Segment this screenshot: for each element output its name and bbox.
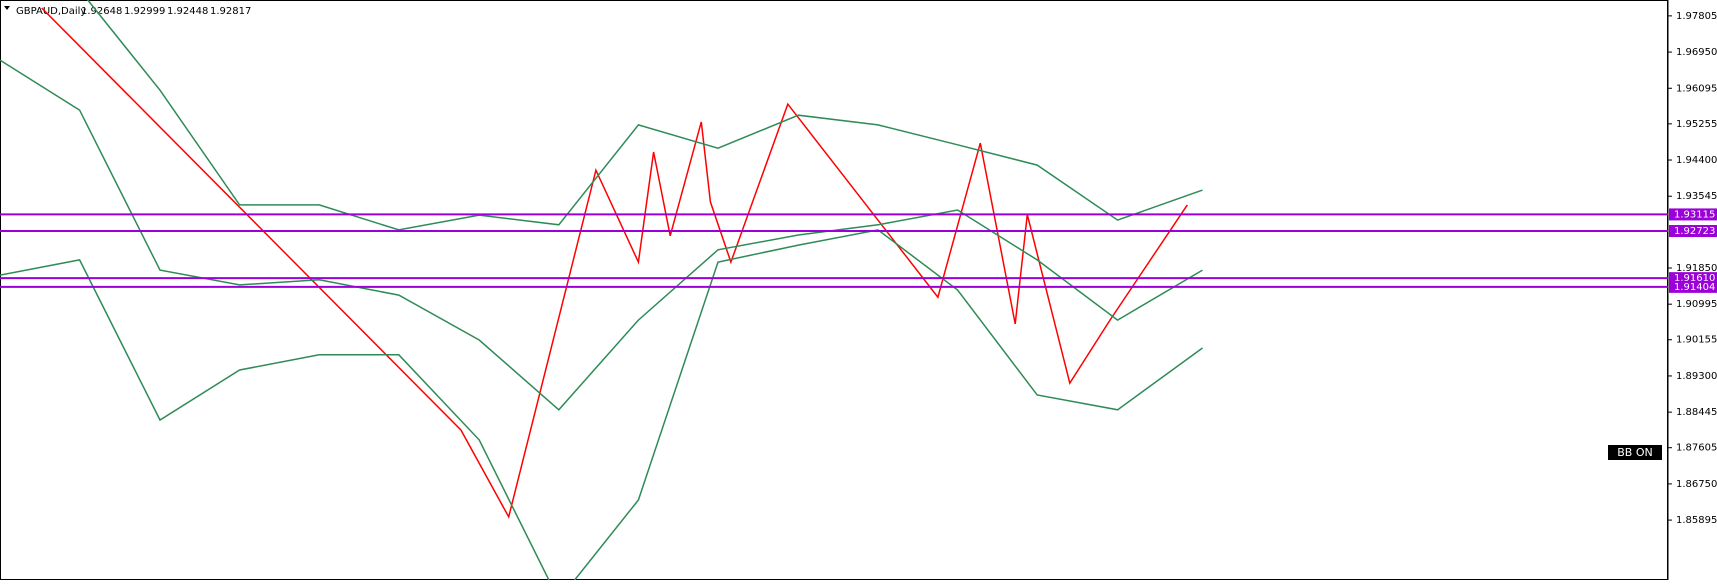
header: GBPAUD,Daily 1.92648 1.92999 1.92448 1.9…	[16, 6, 251, 17]
open: 1.92648	[81, 6, 122, 17]
y-tick-label: 1.96095	[1676, 83, 1717, 94]
level-label-bg	[1669, 208, 1717, 221]
level-label: 1.91610	[1674, 273, 1715, 284]
badge-bg	[1608, 445, 1662, 460]
y-tick-label: 1.85895	[1676, 515, 1717, 526]
y-tick-label: 1.90155	[1676, 335, 1717, 346]
y-tick-label: 1.93545	[1676, 191, 1717, 202]
y-tick-label: 1.96950	[1676, 47, 1717, 58]
y-tick-label: 1.89300	[1676, 371, 1717, 382]
symbol: GBPAUD,Daily	[16, 6, 86, 17]
menu-arrow[interactable]	[4, 6, 10, 10]
level-label: 1.92723	[1674, 226, 1715, 237]
y-tick-label: 1.90995	[1676, 299, 1717, 310]
level-label-bg	[1669, 280, 1717, 293]
y-tick-label: 1.91850	[1676, 263, 1717, 274]
plot	[0, 0, 1668, 580]
y-tick-label: 1.86750	[1676, 479, 1717, 490]
indicator-badge: BB ON	[1617, 446, 1652, 459]
y-tick-label: 1.97805	[1676, 11, 1717, 22]
level-label-bg	[1669, 225, 1717, 238]
y-tick-label: 1.95255	[1676, 119, 1717, 130]
level-label: 1.93115	[1674, 209, 1715, 220]
y-tick-label: 1.94400	[1676, 155, 1717, 166]
high: 1.92999	[124, 6, 165, 17]
close: 1.92817	[210, 6, 251, 17]
y-tick-label: 1.87605	[1676, 443, 1717, 454]
series-line	[0, 229, 1203, 580]
level-label: 1.91404	[1674, 282, 1715, 293]
low: 1.92448	[167, 6, 208, 17]
series-line	[86, 0, 1203, 231]
y-tick-label: 1.88445	[1676, 407, 1717, 418]
